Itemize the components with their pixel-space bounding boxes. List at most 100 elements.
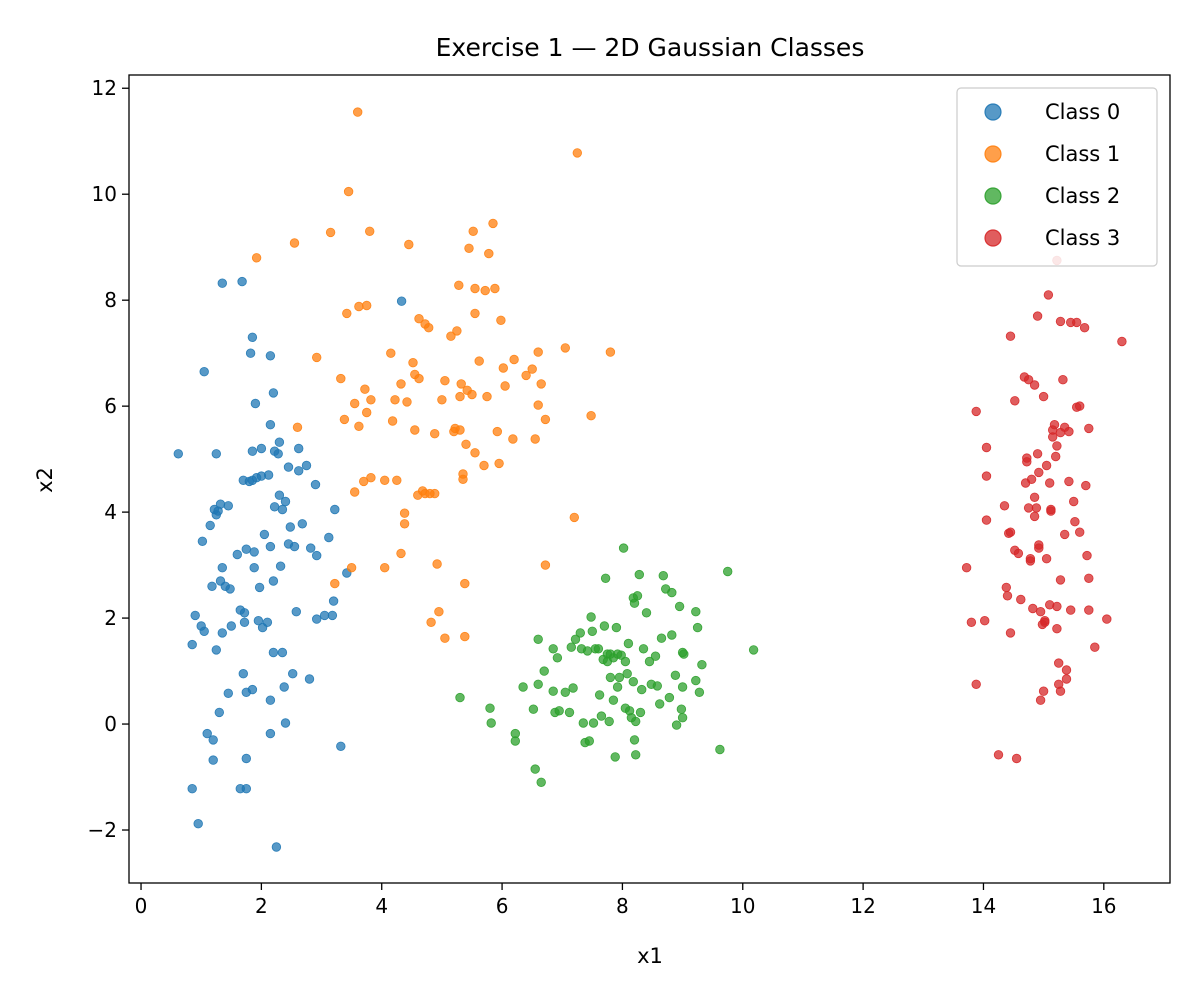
data-point — [492, 426, 503, 437]
data-point — [464, 243, 474, 254]
data-point — [312, 352, 322, 363]
data-point — [1055, 316, 1066, 327]
data-point — [301, 460, 312, 471]
data-point — [575, 628, 586, 638]
data-point — [980, 616, 990, 626]
data-point — [1038, 686, 1049, 696]
data-point — [530, 434, 540, 444]
data-point — [530, 764, 540, 774]
data-point — [440, 633, 450, 643]
data-point — [508, 434, 518, 444]
data-point — [586, 612, 596, 622]
data-point — [461, 439, 471, 450]
data-point — [454, 280, 464, 291]
data-point — [1041, 554, 1052, 564]
legend-label: Class 2 — [1045, 184, 1120, 208]
data-point — [1070, 517, 1080, 527]
data-point — [1090, 642, 1100, 652]
data-point — [1071, 317, 1082, 328]
data-point — [650, 651, 661, 661]
data-point — [521, 370, 531, 381]
data-point — [265, 695, 276, 705]
data-point — [1029, 511, 1040, 522]
data-point — [359, 476, 369, 487]
data-point — [404, 239, 414, 250]
data-point — [528, 704, 539, 714]
data-point — [1068, 496, 1079, 507]
data-point — [641, 608, 652, 618]
data-point — [1059, 529, 1070, 540]
data-point — [187, 639, 197, 650]
data-point — [241, 753, 252, 764]
data-point — [263, 470, 274, 480]
data-point — [297, 519, 308, 529]
data-point — [1025, 556, 1036, 566]
data-point — [275, 561, 286, 571]
data-point — [587, 626, 598, 637]
legend-marker — [984, 145, 1002, 163]
data-point — [1082, 550, 1092, 561]
data-point — [496, 315, 506, 326]
data-point — [269, 502, 280, 512]
legend-label: Class 3 — [1045, 226, 1120, 250]
data-point — [1084, 605, 1094, 615]
data-point — [569, 512, 580, 523]
data-point — [552, 653, 563, 663]
data-point — [410, 425, 420, 435]
data-point — [966, 617, 977, 628]
data-point — [280, 496, 291, 507]
data-point — [1040, 617, 1050, 628]
data-point — [190, 610, 200, 621]
data-point — [430, 429, 440, 439]
data-point — [1053, 658, 1064, 668]
data-point — [283, 462, 294, 472]
data-point — [527, 364, 537, 374]
series-class-0 — [173, 276, 407, 852]
data-point — [360, 384, 370, 394]
data-point — [247, 684, 258, 695]
data-point — [570, 634, 581, 645]
data-point — [1023, 503, 1034, 513]
data-point — [1084, 573, 1094, 584]
data-point — [396, 296, 407, 306]
data-point — [676, 704, 687, 714]
data-point — [599, 621, 610, 631]
series-class-1 — [251, 107, 616, 643]
legend-marker — [984, 187, 1002, 205]
data-point — [273, 449, 283, 459]
data-point — [208, 755, 218, 765]
data-point — [336, 373, 346, 384]
legend-label: Class 0 — [1045, 100, 1120, 124]
x-tick-label: 16 — [1091, 894, 1116, 918]
data-point — [1010, 396, 1020, 406]
data-point — [612, 682, 623, 692]
data-point — [265, 351, 276, 361]
data-point — [1041, 460, 1052, 471]
data-point — [1065, 605, 1076, 615]
data-point — [658, 571, 669, 581]
data-point — [1005, 331, 1016, 341]
data-point — [467, 389, 477, 400]
data-point — [629, 735, 640, 745]
data-point — [207, 581, 217, 592]
data-point — [414, 314, 424, 324]
data-point — [468, 226, 478, 237]
data-point — [691, 607, 701, 617]
data-point — [434, 607, 444, 617]
legend-label: Class 1 — [1045, 142, 1120, 166]
data-point — [1013, 548, 1024, 559]
data-point — [460, 631, 470, 642]
data-point — [241, 784, 252, 794]
data-point — [399, 519, 410, 529]
data-point — [251, 253, 262, 263]
data-point — [548, 644, 558, 654]
data-point — [1050, 451, 1061, 462]
data-point — [325, 227, 336, 238]
data-point — [540, 414, 551, 425]
data-point — [456, 379, 466, 389]
data-point — [652, 681, 663, 691]
data-point — [262, 617, 273, 628]
data-point — [578, 718, 589, 728]
data-point — [387, 416, 398, 426]
data-point — [677, 713, 688, 723]
